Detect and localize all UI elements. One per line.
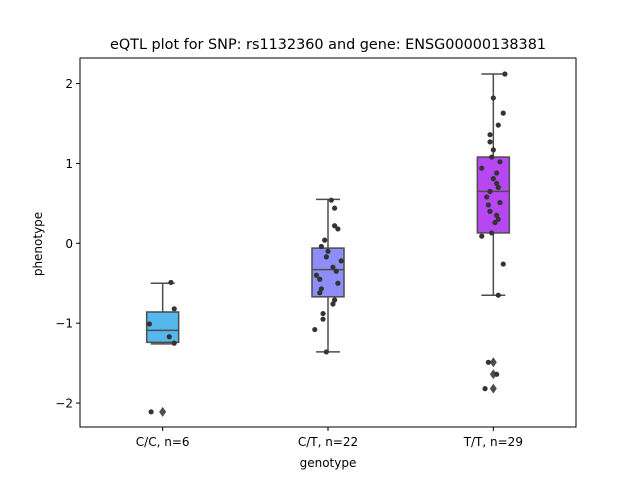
data-point (323, 254, 329, 260)
data-point (494, 212, 500, 218)
data-point (494, 371, 500, 377)
data-point (495, 122, 501, 128)
y-tick-label: 0 (65, 237, 73, 251)
data-point (485, 359, 491, 365)
data-point (494, 180, 500, 186)
outlier-marker (489, 383, 497, 394)
data-point (332, 223, 338, 229)
data-point (313, 272, 320, 278)
data-point (318, 243, 324, 250)
y-tick-label: 2 (65, 77, 73, 91)
chart-title: eQTL plot for SNP: rs1132360 and gene: E… (110, 37, 546, 53)
data-point (490, 176, 496, 182)
data-point (166, 334, 172, 340)
data-point (320, 310, 326, 317)
genotype-group (145, 279, 180, 417)
data-point (328, 197, 334, 203)
data-point (330, 301, 336, 307)
data-point (500, 261, 506, 267)
data-point (487, 139, 493, 145)
data-point (490, 147, 496, 153)
data-point (489, 154, 495, 160)
data-point (338, 258, 344, 264)
data-point (482, 386, 488, 392)
data-point (325, 248, 331, 254)
data-point (479, 233, 485, 239)
outlier-marker (489, 357, 497, 368)
x-tick-label: T/T, n=29 (463, 435, 523, 449)
data-point (500, 110, 506, 116)
outlier-marker (489, 369, 497, 380)
plot-area (145, 71, 511, 417)
y-axis-label: phenotype (31, 212, 45, 276)
data-point (312, 326, 318, 333)
data-point (495, 216, 501, 222)
data-point (332, 205, 338, 211)
data-point (497, 159, 503, 165)
data-point (497, 199, 503, 206)
data-point (479, 165, 485, 171)
data-point (492, 219, 498, 226)
data-point (322, 237, 328, 243)
data-point (317, 290, 323, 296)
data-point (495, 292, 501, 298)
data-point (487, 208, 493, 214)
data-point (318, 286, 324, 292)
data-point (494, 170, 500, 176)
data-point (333, 268, 339, 274)
data-point (487, 188, 493, 194)
data-point (330, 264, 336, 270)
data-point (171, 340, 177, 346)
y-tick-label: 1 (65, 157, 73, 171)
data-point (502, 71, 508, 77)
data-point (148, 409, 154, 415)
data-point (487, 132, 493, 138)
x-tick-label: C/C, n=6 (136, 435, 190, 449)
data-point (335, 226, 341, 232)
data-point (332, 297, 338, 303)
axes: 2 1 0 −1 −2 C/C, n=6 C/T, n=22 T/T, n=29 (55, 57, 577, 449)
genotype-group (476, 71, 511, 394)
data-point (484, 194, 490, 200)
data-point (320, 316, 326, 322)
x-tick-label: C/T, n=22 (298, 435, 358, 449)
data-point (146, 321, 153, 327)
data-point (485, 202, 491, 208)
data-point (168, 279, 174, 286)
data-point (490, 95, 496, 101)
data-point (335, 280, 341, 286)
data-point (171, 306, 177, 312)
x-axis-label: genotype (300, 456, 357, 470)
box-iqr (145, 311, 180, 344)
data-point (489, 230, 495, 236)
outlier-marker (159, 406, 167, 417)
y-tick-label: −1 (55, 317, 73, 331)
genotype-group (311, 197, 345, 355)
data-point (495, 184, 501, 190)
y-tick-label: −2 (55, 397, 73, 411)
data-point (317, 276, 323, 282)
data-point (323, 349, 329, 355)
